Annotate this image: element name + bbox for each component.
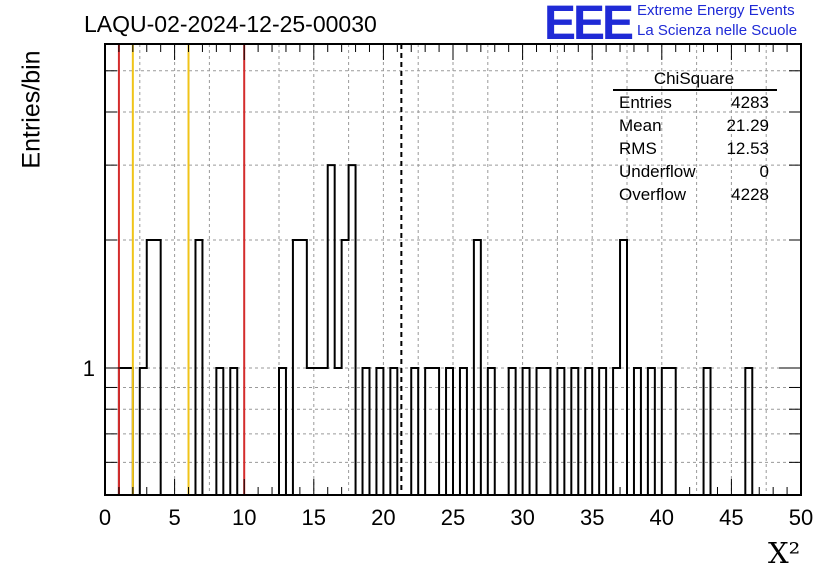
histogram-bin bbox=[300, 240, 307, 495]
histogram-bin bbox=[613, 368, 620, 495]
histogram-bin bbox=[335, 368, 342, 495]
histogram-bin bbox=[662, 368, 669, 495]
stats-value: 4283 bbox=[731, 93, 769, 112]
histogram-bin bbox=[279, 368, 286, 495]
histogram-bin bbox=[411, 368, 418, 495]
histogram-bin bbox=[460, 368, 467, 495]
histogram-bin bbox=[620, 240, 627, 495]
histogram-bin bbox=[349, 165, 356, 495]
chart-title: LAQU-02-2024-12-25-00030 bbox=[84, 11, 377, 37]
histogram-bin bbox=[140, 368, 147, 495]
histogram-bin bbox=[230, 368, 237, 495]
x-tick-label: 15 bbox=[302, 505, 326, 530]
x-tick-label: 20 bbox=[371, 505, 395, 530]
histogram-bin bbox=[585, 368, 592, 495]
x-tick-label: 25 bbox=[441, 505, 465, 530]
histogram-bin bbox=[126, 368, 133, 495]
x-tick-label: 30 bbox=[510, 505, 534, 530]
stats-label: Mean bbox=[619, 116, 662, 135]
histogram-bin bbox=[509, 368, 516, 495]
stats-label: Overflow bbox=[619, 185, 687, 204]
stats-row-underflow: Underflow 0 bbox=[611, 160, 779, 183]
logo-line-1: Extreme Energy Events bbox=[637, 2, 795, 19]
histogram-bin bbox=[704, 368, 711, 495]
histogram-bin bbox=[425, 368, 432, 495]
histogram-bin bbox=[293, 240, 300, 495]
histogram-bin bbox=[390, 368, 397, 495]
histogram-bin bbox=[376, 368, 383, 495]
histogram-bin bbox=[307, 368, 314, 495]
histogram-bin bbox=[557, 368, 564, 495]
stats-row-mean: Mean 21.29 bbox=[611, 114, 779, 137]
stats-title: ChiSquare bbox=[613, 68, 777, 91]
histogram-bin bbox=[634, 368, 641, 495]
stats-value: 0 bbox=[759, 162, 769, 181]
stats-label: Entries bbox=[619, 93, 672, 112]
histogram-bin bbox=[328, 165, 335, 495]
eee-logo: EEE bbox=[544, 0, 634, 50]
histogram-bin bbox=[432, 368, 439, 495]
x-axis-label: X² bbox=[768, 536, 801, 570]
histogram-bin bbox=[599, 368, 606, 495]
y-axis-label: Entries/bin bbox=[17, 50, 46, 169]
x-tick-label: 45 bbox=[719, 505, 743, 530]
stats-row-overflow: Overflow 4228 bbox=[611, 183, 779, 206]
x-tick-label: 40 bbox=[650, 505, 674, 530]
histogram-bin bbox=[488, 368, 495, 495]
histogram-bin bbox=[195, 240, 202, 495]
x-tick-label: 5 bbox=[168, 505, 180, 530]
histogram-bin bbox=[648, 368, 655, 495]
histogram-bin bbox=[321, 368, 328, 495]
histogram-bin bbox=[474, 240, 481, 495]
histogram-bin bbox=[523, 368, 530, 495]
x-tick-label: 35 bbox=[580, 505, 604, 530]
stats-value: 21.29 bbox=[726, 116, 769, 135]
histogram-bin bbox=[543, 368, 550, 495]
histogram-bin bbox=[669, 368, 676, 495]
histogram-bin bbox=[571, 368, 578, 495]
histogram-bin bbox=[342, 240, 349, 495]
stats-box: ChiSquare Entries 4283 Mean 21.29 RMS 12.53… bbox=[611, 68, 779, 206]
stats-value: 12.53 bbox=[726, 139, 769, 158]
stats-label: RMS bbox=[619, 139, 657, 158]
x-tick-label: 0 bbox=[99, 505, 111, 530]
logo-line-2: La Scienza nelle Scuole bbox=[637, 22, 798, 39]
stats-row-entries: Entries 4283 bbox=[611, 91, 779, 114]
histogram-bin bbox=[537, 368, 544, 495]
histogram-bin bbox=[745, 368, 752, 495]
stats-row-rms: RMS 12.53 bbox=[611, 137, 779, 160]
histogram-bin bbox=[119, 368, 126, 495]
histogram-bin bbox=[154, 240, 161, 495]
histogram-bin bbox=[216, 368, 223, 495]
x-tick-label: 50 bbox=[789, 505, 813, 530]
histogram-bin bbox=[147, 240, 154, 495]
histogram-bin bbox=[363, 368, 370, 495]
histogram-bin bbox=[314, 368, 321, 495]
stats-value: 4228 bbox=[731, 185, 769, 204]
stats-label: Underflow bbox=[619, 162, 696, 181]
histogram-bin bbox=[446, 368, 453, 495]
y-tick-label: 1 bbox=[83, 356, 95, 381]
x-tick-label: 10 bbox=[232, 505, 256, 530]
